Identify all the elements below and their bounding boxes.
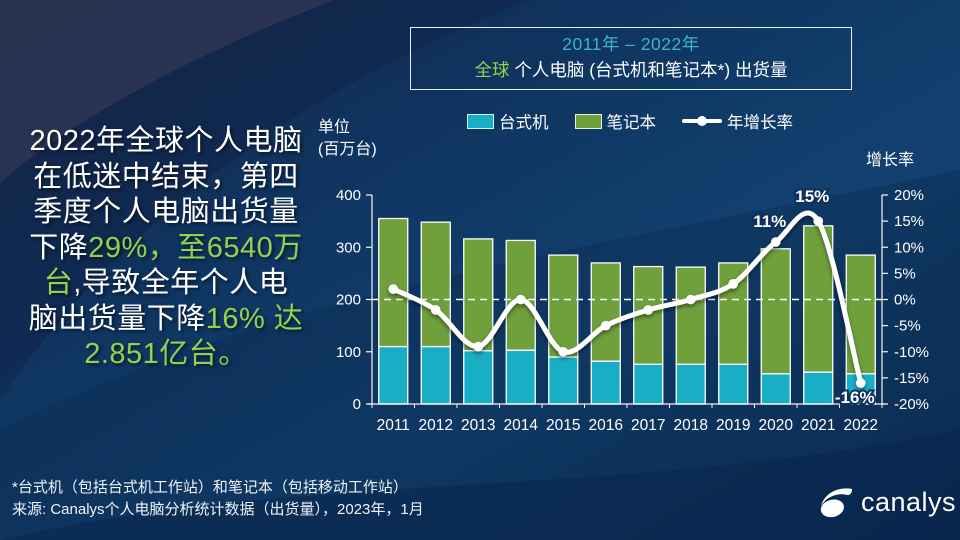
canalys-logo-text: canalys (861, 487, 957, 517)
svg-text:10%: 10% (894, 239, 924, 256)
svg-text:2011: 2011 (377, 417, 410, 434)
legend-label-growth: 年增长率 (727, 114, 793, 132)
svg-text:2022: 2022 (844, 417, 878, 434)
svg-text:-15%: -15% (894, 370, 929, 387)
svg-text:200: 200 (336, 292, 361, 309)
svg-text:2020: 2020 (759, 417, 794, 434)
footnote: *台式机（包括台式机工作站）和笔记本（包括移动工作站） 来源: Canalys个… (12, 477, 424, 520)
svg-text:2019: 2019 (716, 417, 750, 434)
notebook-swatch-icon (574, 113, 602, 129)
footnote-source: 来源: Canalys个人电脑分析统计数据（出货量），2023年，1月 (12, 500, 424, 518)
svg-text:11%: 11% (753, 212, 786, 231)
svg-text:2021: 2021 (801, 417, 835, 434)
canalys-logo-icon (820, 488, 853, 518)
svg-text:2016: 2016 (589, 417, 623, 434)
left-axis-title-line2: (百万台) (318, 141, 377, 158)
headline: 2022年全球个人电脑 在低迷中结束，第四 季度个人电脑出货量 下降29%，至6540… (28, 125, 304, 370)
growth-line-swatch-icon (682, 115, 722, 128)
svg-text:2015: 2015 (546, 417, 580, 434)
desktop-swatch-icon (467, 113, 494, 129)
svg-text:20%: 20% (894, 187, 924, 204)
svg-text:2012: 2012 (419, 417, 453, 434)
svg-text:-5%: -5% (894, 318, 921, 335)
legend-item-growth: 年增长率 (682, 109, 793, 133)
legend-label-desktop: 台式机 (499, 114, 549, 132)
left-axis-title-line1: 单位 (318, 119, 351, 136)
canalys-logo: canalys (818, 486, 956, 519)
svg-text:5%: 5% (894, 265, 916, 282)
chart-legend: 台式机 笔记本 年增长率 (380, 108, 880, 134)
svg-text:15%: 15% (795, 187, 829, 206)
svg-text:2017: 2017 (631, 417, 665, 434)
svg-text:0%: 0% (894, 292, 916, 309)
svg-text:0: 0 (353, 396, 361, 413)
chart-title-box: 2011年 – 2022年 全球 个人电脑 (台式机和笔记本*) 出货量 (410, 27, 852, 90)
svg-text:-20%: -20% (894, 396, 929, 413)
footnote-definitions: *台式机（包括台式机工作站）和笔记本（包括移动工作站） (12, 479, 408, 496)
legend-label-notebook: 笔记本 (606, 114, 657, 132)
svg-text:2018: 2018 (674, 417, 708, 434)
chart-title-range: 2011年 – 2022年 (562, 34, 700, 54)
svg-text:-10%: -10% (894, 344, 929, 361)
svg-text:2013: 2013 (461, 417, 495, 434)
legend-item-notebook: 笔记本 (574, 109, 657, 133)
legend-item-desktop: 台式机 (467, 109, 549, 133)
svg-text:15%: 15% (894, 213, 924, 230)
svg-text:100: 100 (336, 344, 361, 361)
chart-title-subject: 全球 个人电脑 (台式机和笔记本*) 出货量 (474, 60, 788, 80)
svg-text:-16%: -16% (835, 388, 875, 407)
svg-text:300: 300 (336, 239, 361, 256)
svg-text:2014: 2014 (504, 417, 539, 434)
right-axis-title: 增长率 (866, 152, 915, 169)
svg-text:400: 400 (336, 187, 361, 204)
left-axis-title: 单位 (百万台) (318, 117, 377, 161)
